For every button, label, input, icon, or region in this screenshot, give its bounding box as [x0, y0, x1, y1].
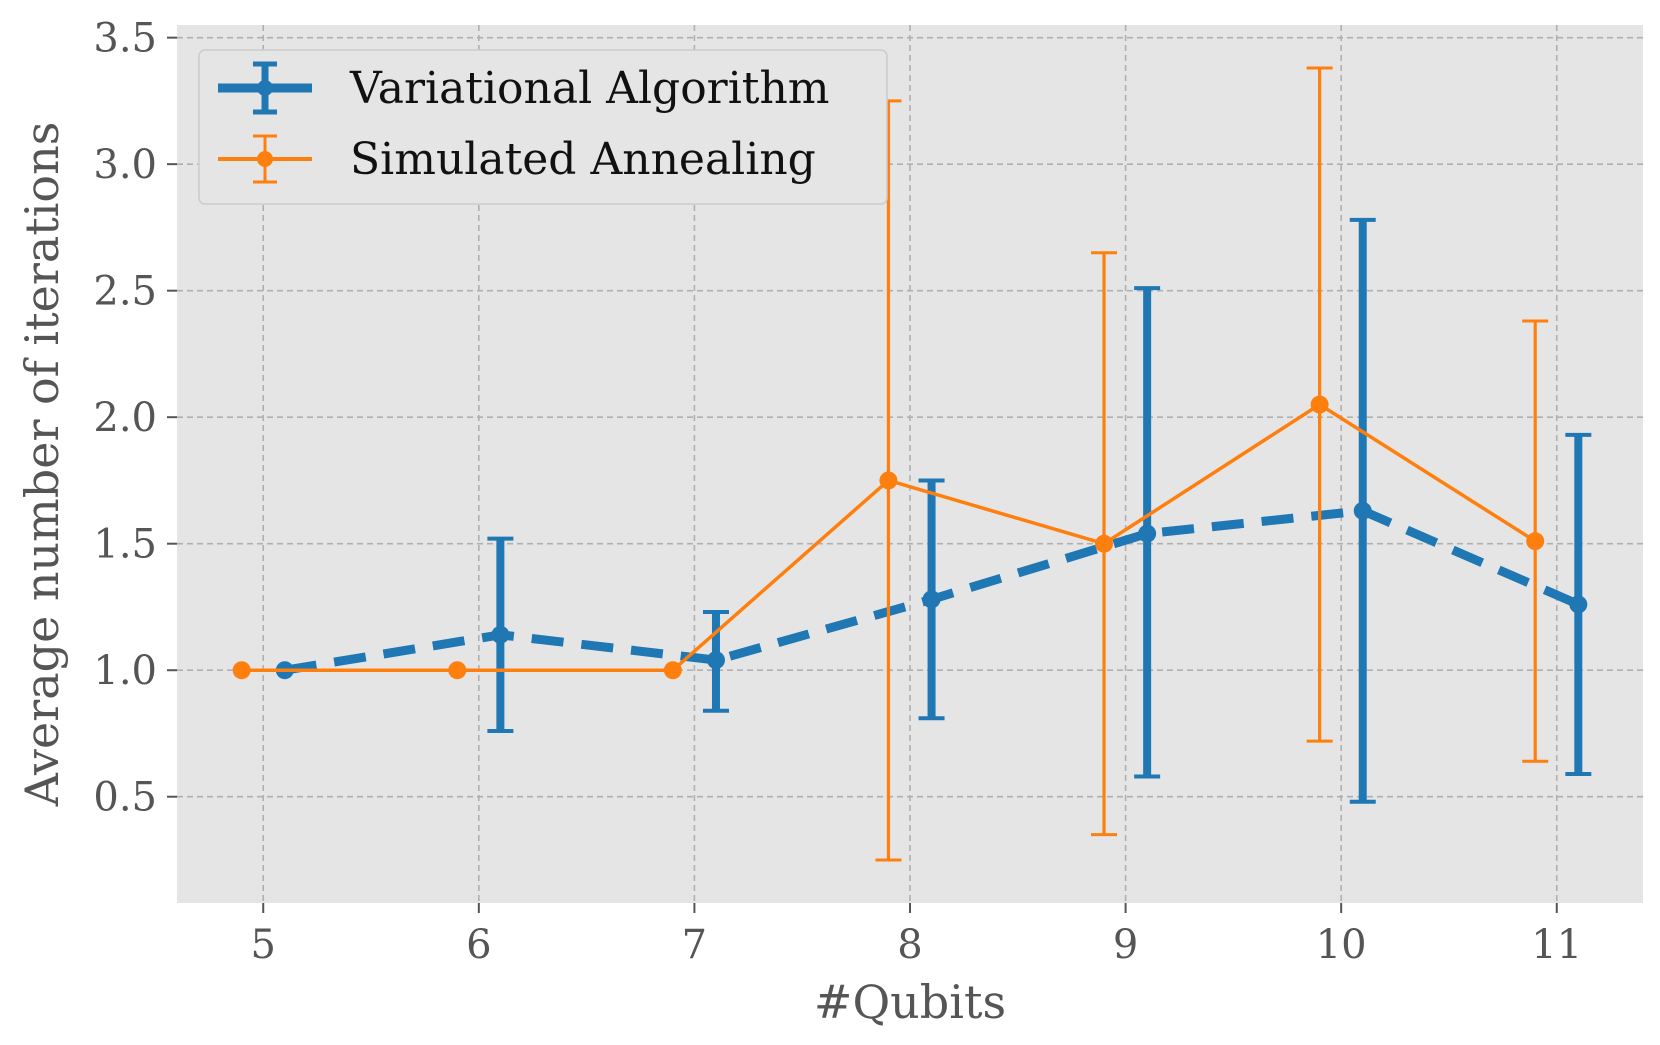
- legend: Variational Algorithm Simulated Annealin…: [198, 49, 888, 205]
- y-tick-label-2: 2.0: [93, 395, 157, 441]
- variational-algorithm-point-4: [1138, 524, 1157, 543]
- legend-marker-simulated-annealing: [257, 151, 273, 167]
- variational-algorithm-point-2: [706, 651, 725, 670]
- y-tick-label-1: 1.0: [93, 648, 157, 694]
- x-tick-label-9: 9: [1113, 922, 1138, 968]
- legend-label-variational: Variational Algorithm: [349, 63, 830, 114]
- simulated-annealing-point-0: [232, 661, 251, 680]
- series-simulated-annealing: [232, 66, 1549, 862]
- legend-entry-simulated-annealing: Simulated Annealing: [218, 134, 816, 185]
- y-tick-label-2.5: 2.5: [93, 269, 157, 315]
- variational-algorithm-point-5: [1353, 501, 1372, 520]
- series-variational-algorithm: [275, 217, 1592, 804]
- variational-algorithm-point-6: [1569, 595, 1588, 614]
- simulated-annealing-point-2: [663, 661, 682, 680]
- legend-entry-variational: Variational Algorithm: [218, 61, 830, 115]
- simulated-annealing-point-3: [879, 471, 898, 490]
- x-axis-label: #Qubits: [814, 975, 1006, 1029]
- simulated-annealing-point-5: [1310, 395, 1329, 414]
- simulated-annealing-point-1: [448, 661, 467, 680]
- y-tick-label-0.5: 0.5: [93, 775, 157, 821]
- x-tick-label-5: 5: [251, 922, 276, 968]
- y-axis-label: Average number of iterations: [15, 122, 69, 808]
- x-axis-ticks: 5 6 7 8 9 10 11: [251, 903, 1582, 968]
- legend-label-simulated-annealing: Simulated Annealing: [350, 134, 816, 185]
- legend-marker-variational: [257, 80, 273, 96]
- simulated-annealing-point-6: [1526, 532, 1545, 551]
- x-tick-label-10: 10: [1316, 922, 1367, 968]
- x-tick-label-6: 6: [466, 922, 491, 968]
- y-axis-ticks: 0.5 1.0 1.5 2.0 2.5 3.0 3.5: [93, 16, 177, 821]
- y-tick-label-3: 3.0: [93, 142, 157, 188]
- simulated-annealing-point-4: [1095, 534, 1114, 553]
- grid: [177, 25, 1643, 903]
- y-tick-label-3.5: 3.5: [93, 16, 157, 62]
- series-layer: [232, 66, 1592, 862]
- y-tick-label-1.5: 1.5: [93, 522, 157, 568]
- legend-box: [198, 49, 888, 205]
- variational-algorithm-point-3: [922, 590, 941, 609]
- variational-algorithm-point-1: [491, 625, 510, 644]
- x-tick-label-7: 7: [682, 922, 707, 968]
- x-tick-label-8: 8: [897, 922, 922, 968]
- x-tick-label-11: 11: [1531, 922, 1582, 968]
